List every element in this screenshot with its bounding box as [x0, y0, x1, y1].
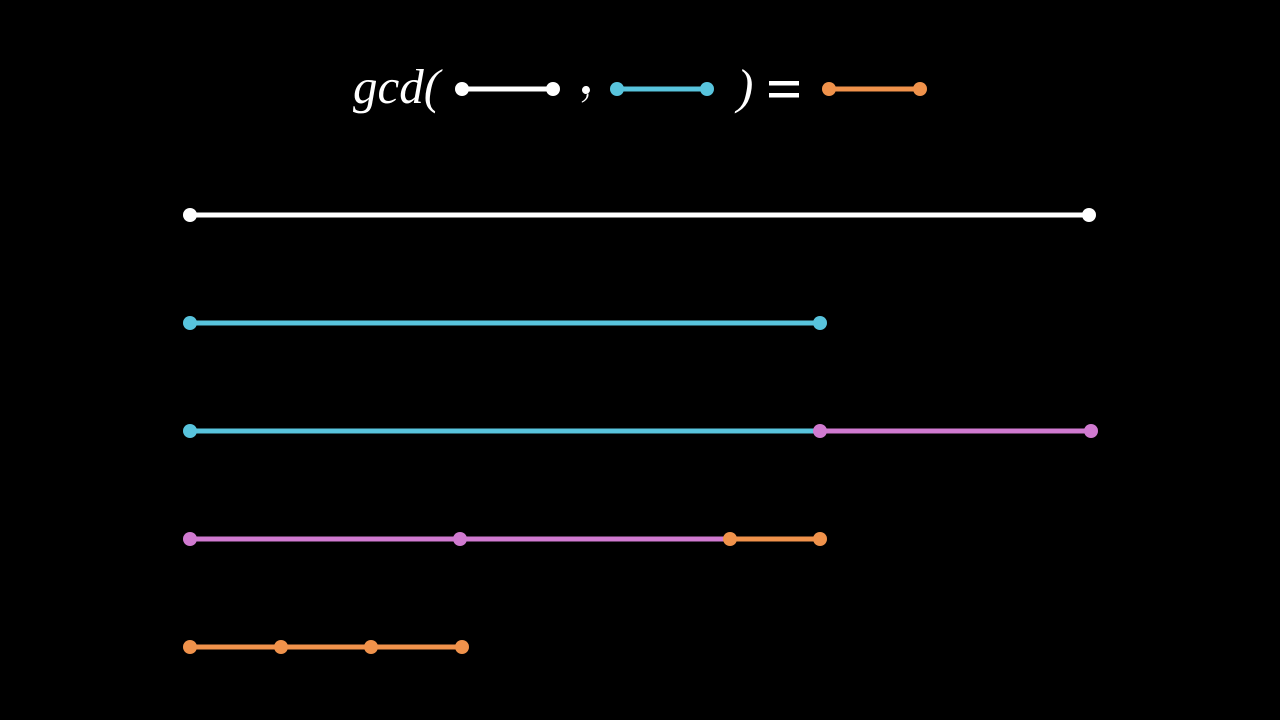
svg-text:): ) — [734, 59, 753, 114]
svg-text:gcd(: gcd( — [353, 59, 443, 114]
